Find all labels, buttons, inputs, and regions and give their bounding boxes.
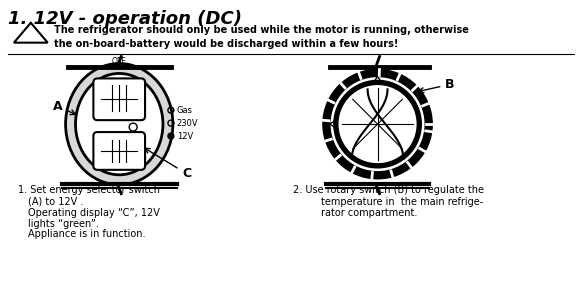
Text: 2. Use rotary switch (B) to regulate the: 2. Use rotary switch (B) to regulate the [293,185,484,195]
Text: B: B [418,78,455,93]
Text: temperature in  the main refrige-: temperature in the main refrige- [321,197,483,207]
Text: rator compartment.: rator compartment. [321,208,417,218]
FancyBboxPatch shape [93,78,145,120]
Text: The refrigerator should only be used while the motor is running, otherwise
the o: The refrigerator should only be used whi… [54,25,469,49]
FancyBboxPatch shape [93,132,145,170]
Circle shape [338,84,417,164]
Text: Appliance is in function.: Appliance is in function. [28,229,145,239]
Text: OFF: OFF [112,57,127,66]
Text: C: C [145,148,192,180]
Text: lights “green”.: lights “green”. [28,218,98,228]
Text: 1. 12V - operation (DC): 1. 12V - operation (DC) [8,10,242,28]
Circle shape [334,80,421,168]
Text: (A) to 12V .: (A) to 12V . [28,197,83,207]
Text: 12V: 12V [177,131,193,141]
Text: Gas: Gas [177,106,193,115]
Circle shape [129,123,137,131]
Text: Operating display “C”, 12V: Operating display “C”, 12V [28,208,160,218]
Text: A: A [53,100,76,115]
Ellipse shape [66,63,173,185]
Circle shape [323,69,432,179]
Text: 230V: 230V [177,119,199,128]
Circle shape [168,133,174,139]
Circle shape [330,76,425,172]
Ellipse shape [76,73,163,175]
Text: 1. Set energy selector switch: 1. Set energy selector switch [18,185,160,195]
